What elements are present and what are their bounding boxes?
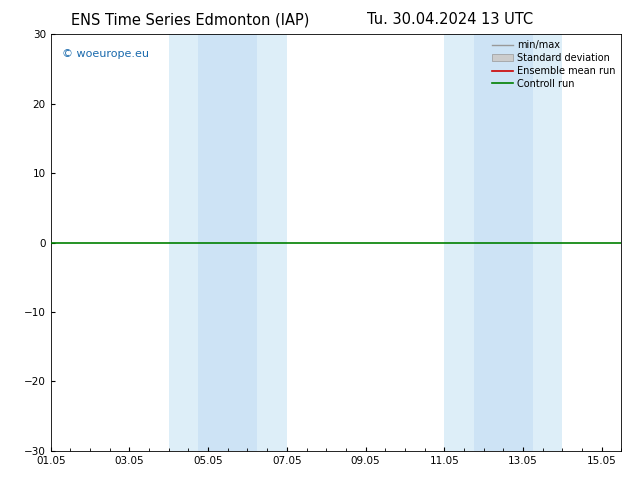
Bar [474,34,533,451]
Bar [198,34,257,451]
Text: © woeurope.eu: © woeurope.eu [62,49,149,59]
Bar [169,34,198,451]
Text: Tu. 30.04.2024 13 UTC: Tu. 30.04.2024 13 UTC [367,12,533,27]
Bar [533,34,562,451]
Legend: min/max, Standard deviation, Ensemble mean run, Controll run: min/max, Standard deviation, Ensemble me… [488,36,619,93]
Bar [444,34,474,451]
Text: ENS Time Series Edmonton (IAP): ENS Time Series Edmonton (IAP) [71,12,309,27]
Bar [257,34,287,451]
